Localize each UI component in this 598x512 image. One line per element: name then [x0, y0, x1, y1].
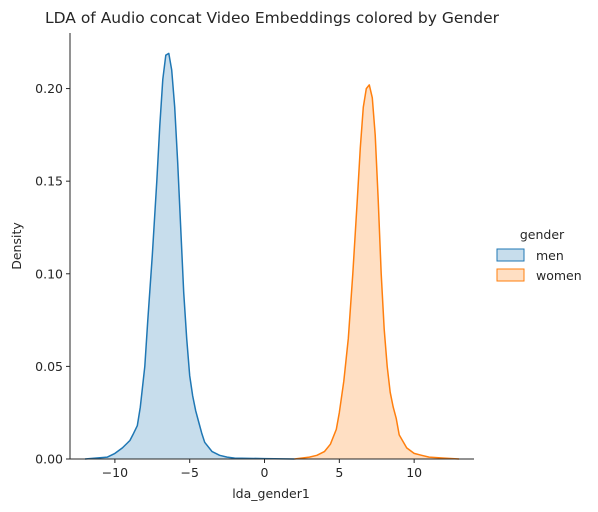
y-tick-label: 0.20 — [35, 81, 63, 96]
density-area-women — [294, 84, 459, 460]
chart-title: LDA of Audio concat Video Embeddings col… — [45, 9, 500, 27]
x-tick-label: 0 — [261, 465, 269, 480]
legend-swatch-women — [496, 268, 525, 282]
legend-label-men: men — [536, 248, 564, 263]
y-tick-label: 0.00 — [35, 452, 63, 467]
y-tick-label: 0.10 — [35, 266, 63, 281]
density-line-men — [84, 52, 295, 460]
legend-label-women: women — [536, 268, 582, 283]
y-tick-label: 0.05 — [35, 359, 63, 374]
x-tick-label: 5 — [335, 465, 343, 480]
x-tick-label: −10 — [102, 465, 128, 480]
x-axis-label: lda_gender1 — [232, 486, 310, 501]
legend: gender men women — [496, 227, 582, 283]
density-area-men — [85, 53, 295, 460]
density-line-women — [294, 84, 460, 460]
y-tick-label: 0.15 — [35, 174, 63, 189]
legend-title: gender — [520, 227, 565, 242]
x-tick-label: 10 — [406, 465, 422, 480]
plot-area — [84, 52, 460, 460]
axes: −10 −5 0 5 10 0.00 0.05 0.10 0.15 0.20 — [35, 33, 474, 480]
y-axis-label: Density — [9, 222, 24, 270]
legend-swatch-men — [496, 248, 525, 262]
x-tick-label: −5 — [180, 465, 198, 480]
